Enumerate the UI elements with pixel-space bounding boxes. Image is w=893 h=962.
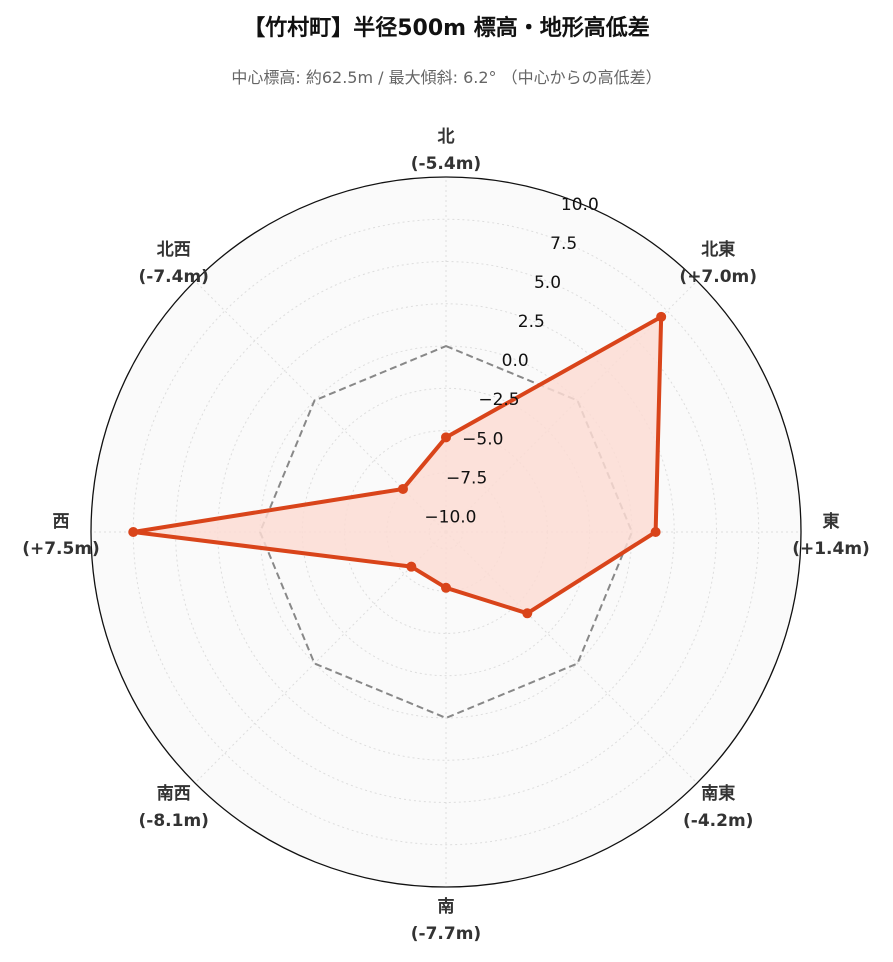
radial-tick-label: −10.0	[424, 507, 476, 527]
direction-label: 北東	[701, 239, 735, 260]
direction-label: 東	[823, 511, 840, 532]
chart-subtitle: 中心標高: 約62.5m / 最大傾斜: 6.2° （中心からの高低差）	[231, 68, 662, 87]
angular-gridline	[194, 280, 447, 533]
direction-label: 南	[438, 896, 455, 917]
direction-value-label: (+7.5m)	[22, 539, 100, 559]
radial-tick-label: 10.0	[561, 195, 599, 215]
radial-tick-label: −2.5	[478, 390, 519, 410]
chart-title: 【竹村町】半径500m 標高・地形高低差	[243, 16, 650, 41]
radial-tick-label: 2.5	[518, 312, 545, 332]
direction-value-label: (+1.4m)	[792, 539, 870, 559]
radial-tick-label: 5.0	[534, 273, 561, 293]
data-point	[128, 527, 139, 537]
direction-value-label: (-5.4m)	[411, 154, 481, 174]
direction-label: 南西	[157, 783, 191, 804]
angular-gridline	[194, 531, 447, 784]
radial-gridline	[132, 218, 760, 846]
angular-gridline	[445, 531, 698, 784]
direction-value-label: (-7.7m)	[411, 924, 481, 944]
direction-value-label: (-8.1m)	[139, 811, 209, 831]
radial-tick-label: 7.5	[550, 234, 577, 254]
data-point	[406, 561, 417, 572]
radial-tick-label: −7.5	[446, 468, 487, 488]
data-point	[441, 432, 451, 443]
direction-value-label: (-4.2m)	[683, 811, 753, 831]
direction-label: 西	[53, 512, 70, 532]
data-point	[397, 483, 408, 494]
data-point	[522, 608, 533, 619]
direction-value-label: (+7.0m)	[679, 267, 757, 287]
direction-label: 南東	[701, 783, 735, 804]
data-point	[441, 582, 451, 593]
data-point	[650, 527, 661, 537]
data-point	[656, 311, 667, 322]
radial-tick-label: 0.0	[502, 351, 529, 371]
plot-frame	[90, 176, 802, 888]
radial-tick-label: −5.0	[462, 429, 503, 449]
direction-label: 北	[438, 127, 455, 147]
direction-value-label: (-7.4m)	[139, 267, 209, 287]
direction-label: 北西	[157, 240, 191, 260]
